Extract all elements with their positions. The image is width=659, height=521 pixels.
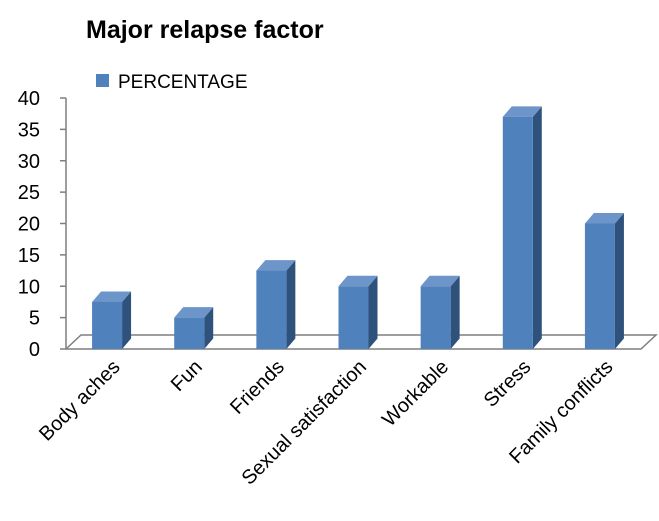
legend: PERCENTAGE: [96, 72, 248, 93]
bar-front: [174, 317, 205, 349]
bar: [338, 275, 378, 349]
y-tick-label: 15: [18, 245, 40, 267]
x-tick-label: Friends: [226, 356, 289, 419]
bar-front: [502, 116, 533, 349]
bar-side: [286, 260, 296, 349]
bar-side: [368, 275, 378, 349]
bar-top: [174, 307, 214, 318]
bar-front: [256, 270, 287, 349]
bar-top: [420, 275, 460, 287]
bar-top: [256, 260, 296, 271]
bar-front: [338, 286, 369, 349]
x-tick-label: Stress: [480, 356, 536, 412]
bar-side: [532, 106, 542, 349]
bar: [256, 260, 296, 349]
bar: [584, 213, 624, 349]
bar-side: [614, 213, 624, 349]
y-tick-label: 25: [18, 182, 40, 204]
bar: [502, 106, 542, 349]
x-tick-label: Workable: [378, 356, 453, 431]
y-tick-label: 35: [18, 119, 40, 141]
x-tick-label: Body aches: [35, 356, 124, 445]
bar-side: [204, 307, 214, 349]
legend-label: PERCENTAGE: [118, 72, 248, 93]
y-tick-label: 20: [18, 214, 40, 236]
bar: [420, 275, 460, 349]
x-tick-label: Fun: [167, 356, 207, 396]
bar: [92, 291, 132, 349]
chart-title: Major relapse factor: [86, 16, 324, 44]
y-tick-label: 30: [18, 151, 40, 173]
bar: [174, 307, 214, 349]
bar-top: [584, 213, 624, 224]
y-tick-label: 10: [18, 276, 40, 298]
y-axis-ticks: 0 5 10 15 20 25 30 35 40: [18, 88, 66, 361]
y-tick-label: 0: [29, 339, 40, 361]
bars: [92, 106, 624, 349]
y-tick-label: 40: [18, 88, 40, 110]
bar-top: [502, 106, 542, 117]
bar-side: [122, 291, 132, 349]
legend-swatch: [96, 74, 109, 87]
bar-side: [450, 275, 460, 349]
bar-front: [92, 301, 123, 349]
y-tick-label: 5: [29, 308, 40, 330]
bar-front: [584, 223, 615, 349]
bar-top: [338, 275, 378, 287]
bar-top: [92, 291, 132, 302]
bar-front: [420, 286, 451, 349]
